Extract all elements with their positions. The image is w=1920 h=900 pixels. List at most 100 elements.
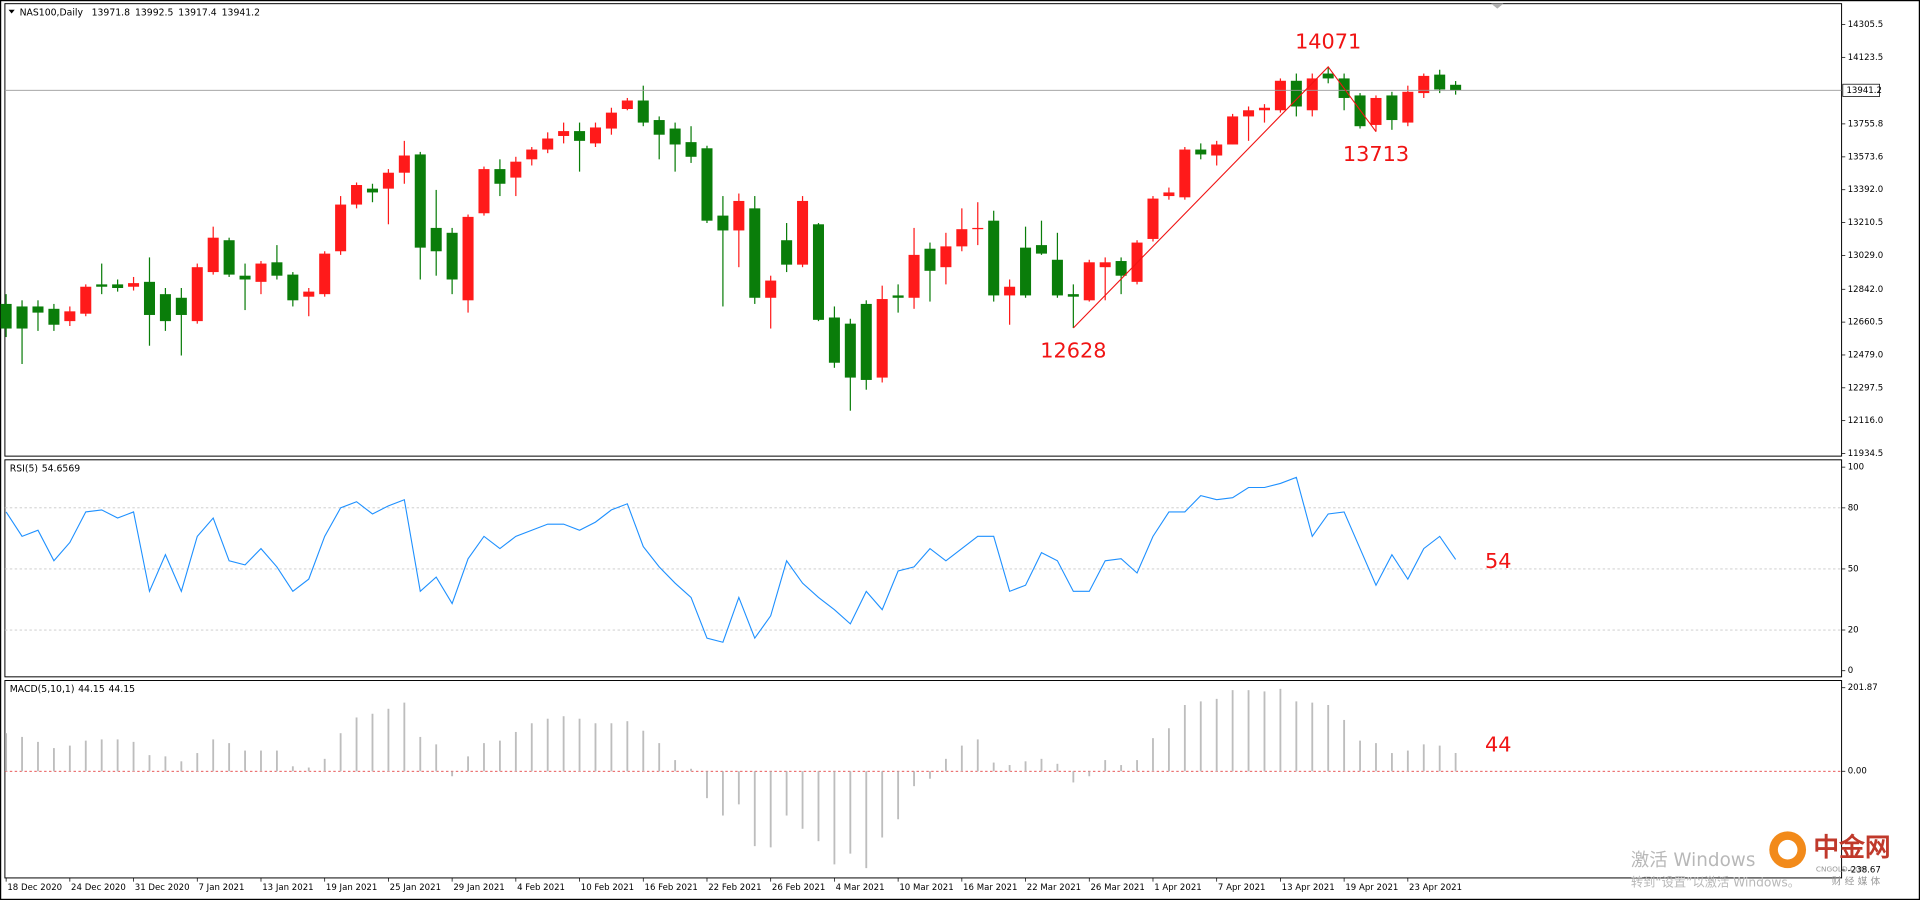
y-tick-label: 100: [1848, 463, 1864, 473]
x-tick-label: 24 Dec 2020: [71, 883, 126, 893]
candle-body: [1386, 95, 1398, 121]
candle-body: [1258, 107, 1270, 111]
indicator-name: RSI(5): [10, 463, 38, 474]
candle-body: [669, 128, 681, 145]
candle-body: [1067, 294, 1079, 297]
x-tick-label: 31 Dec 2020: [135, 883, 190, 893]
candle-body: [351, 185, 363, 205]
rsi-panel: [4, 459, 1843, 678]
y-tick-label: 13392.0: [1848, 185, 1883, 195]
y-tick-label: 80: [1848, 503, 1859, 513]
rsi-line: [5, 476, 1457, 643]
candle-body: [956, 229, 968, 247]
y-tick-label: 13755.8: [1848, 119, 1883, 129]
candle-body: [64, 311, 76, 322]
y-tick-label: 14305.5: [1848, 20, 1883, 30]
candle-body: [621, 100, 633, 110]
candle-body: [1083, 262, 1095, 301]
indicator-header: RSI(5) 54.6569: [10, 463, 80, 474]
x-tick-label: 10 Mar 2021: [899, 883, 953, 893]
candle-body: [1434, 74, 1446, 90]
annotation: 13713: [1343, 142, 1409, 166]
candle-body: [239, 275, 251, 280]
candle-body: [446, 232, 458, 280]
candle-body: [398, 155, 410, 173]
y-tick-label: 12479.0: [1848, 350, 1883, 360]
candle-body: [828, 317, 840, 363]
chart-header: NAS100,Daily 13971.8 13992.5 13917.4 13941.2: [20, 7, 260, 18]
candle-body: [876, 299, 888, 378]
x-tick-label: 7 Jan 2021: [198, 883, 244, 893]
y-tick-label: -238.67: [1848, 866, 1881, 876]
candle-body: [191, 267, 203, 322]
candle-body: [924, 248, 936, 271]
candle-body: [1290, 80, 1302, 107]
trend-line: [1072, 65, 1377, 329]
candle-body: [0, 303, 12, 329]
y-tick-label: 12842.0: [1848, 285, 1883, 295]
candle-body: [717, 215, 729, 231]
x-tick-label: 23 Apr 2021: [1409, 883, 1462, 893]
candle-body: [685, 142, 697, 157]
ohlc-value: 13971.8: [92, 7, 131, 18]
y-tick-label: 11934.5: [1848, 449, 1883, 459]
menu-arrow[interactable]: [8, 9, 15, 14]
candle-body: [175, 297, 187, 315]
candle-body: [80, 286, 92, 314]
x-tick-label: 13 Apr 2021: [1282, 883, 1335, 893]
x-tick-label: 19 Jan 2021: [326, 883, 377, 893]
candle-body: [1004, 286, 1016, 296]
candle-body: [1402, 91, 1414, 123]
candle-body: [574, 131, 586, 141]
indicator-header: MACD(5,10,1) 44.15 44.15: [10, 684, 135, 695]
price-panel: [4, 3, 1843, 457]
candle-body: [558, 131, 570, 136]
candle-body: [1163, 192, 1175, 197]
candle-body: [797, 200, 809, 265]
candle-body: [637, 100, 649, 123]
candle-body: [1418, 75, 1430, 94]
y-tick-label: 13573.6: [1848, 152, 1883, 162]
candle-body: [1051, 259, 1063, 296]
candle-body: [908, 254, 920, 298]
candle-body: [1147, 198, 1159, 239]
x-tick-label: 13 Jan 2021: [262, 883, 313, 893]
candle-body: [159, 294, 171, 322]
y-tick-label: 13029.0: [1848, 251, 1883, 261]
watermark-title: 激活 Windows: [1631, 850, 1756, 871]
current-price-box: [1842, 83, 1880, 97]
candle-body: [1179, 149, 1191, 198]
candle-body: [207, 237, 219, 273]
annotation: 44: [1485, 733, 1512, 757]
candle-body: [892, 295, 904, 298]
x-tick-label: 4 Mar 2021: [836, 883, 885, 893]
logo-tagline: 财 经 媒 体: [1832, 875, 1881, 888]
ohlc-value: 13917.4: [178, 7, 217, 18]
candle-body: [112, 284, 124, 288]
symbol: NAS100,Daily: [20, 7, 84, 18]
candle-body: [1211, 144, 1223, 156]
candle-body: [16, 306, 28, 329]
x-tick-label: 7 Apr 2021: [1218, 883, 1266, 893]
indicator-value: 54.6569: [42, 463, 81, 474]
candle-body: [303, 291, 315, 297]
logo-icon-inner: [1777, 839, 1798, 860]
logo-name: 中金网: [1813, 832, 1890, 863]
candle-body: [223, 240, 235, 275]
indicator-name: MACD(5,10,1): [10, 684, 75, 695]
x-tick-label: 4 Feb 2021: [517, 883, 565, 893]
candle-body: [319, 253, 331, 295]
current-price-label: 13941.2: [1846, 86, 1881, 96]
candle-body: [1274, 80, 1286, 111]
candle-body: [940, 246, 952, 268]
candle-body: [1195, 149, 1207, 155]
y-tick-label: 14123.5: [1848, 53, 1883, 63]
candle-body: [844, 323, 856, 378]
y-tick-label: 12116.0: [1848, 416, 1883, 426]
candle-body: [478, 169, 490, 214]
logo-site: CNGOLD.COM: [1816, 864, 1867, 873]
candle-body: [542, 138, 554, 150]
y-tick-label: 201.87: [1848, 683, 1878, 693]
candle-body: [1115, 261, 1127, 276]
